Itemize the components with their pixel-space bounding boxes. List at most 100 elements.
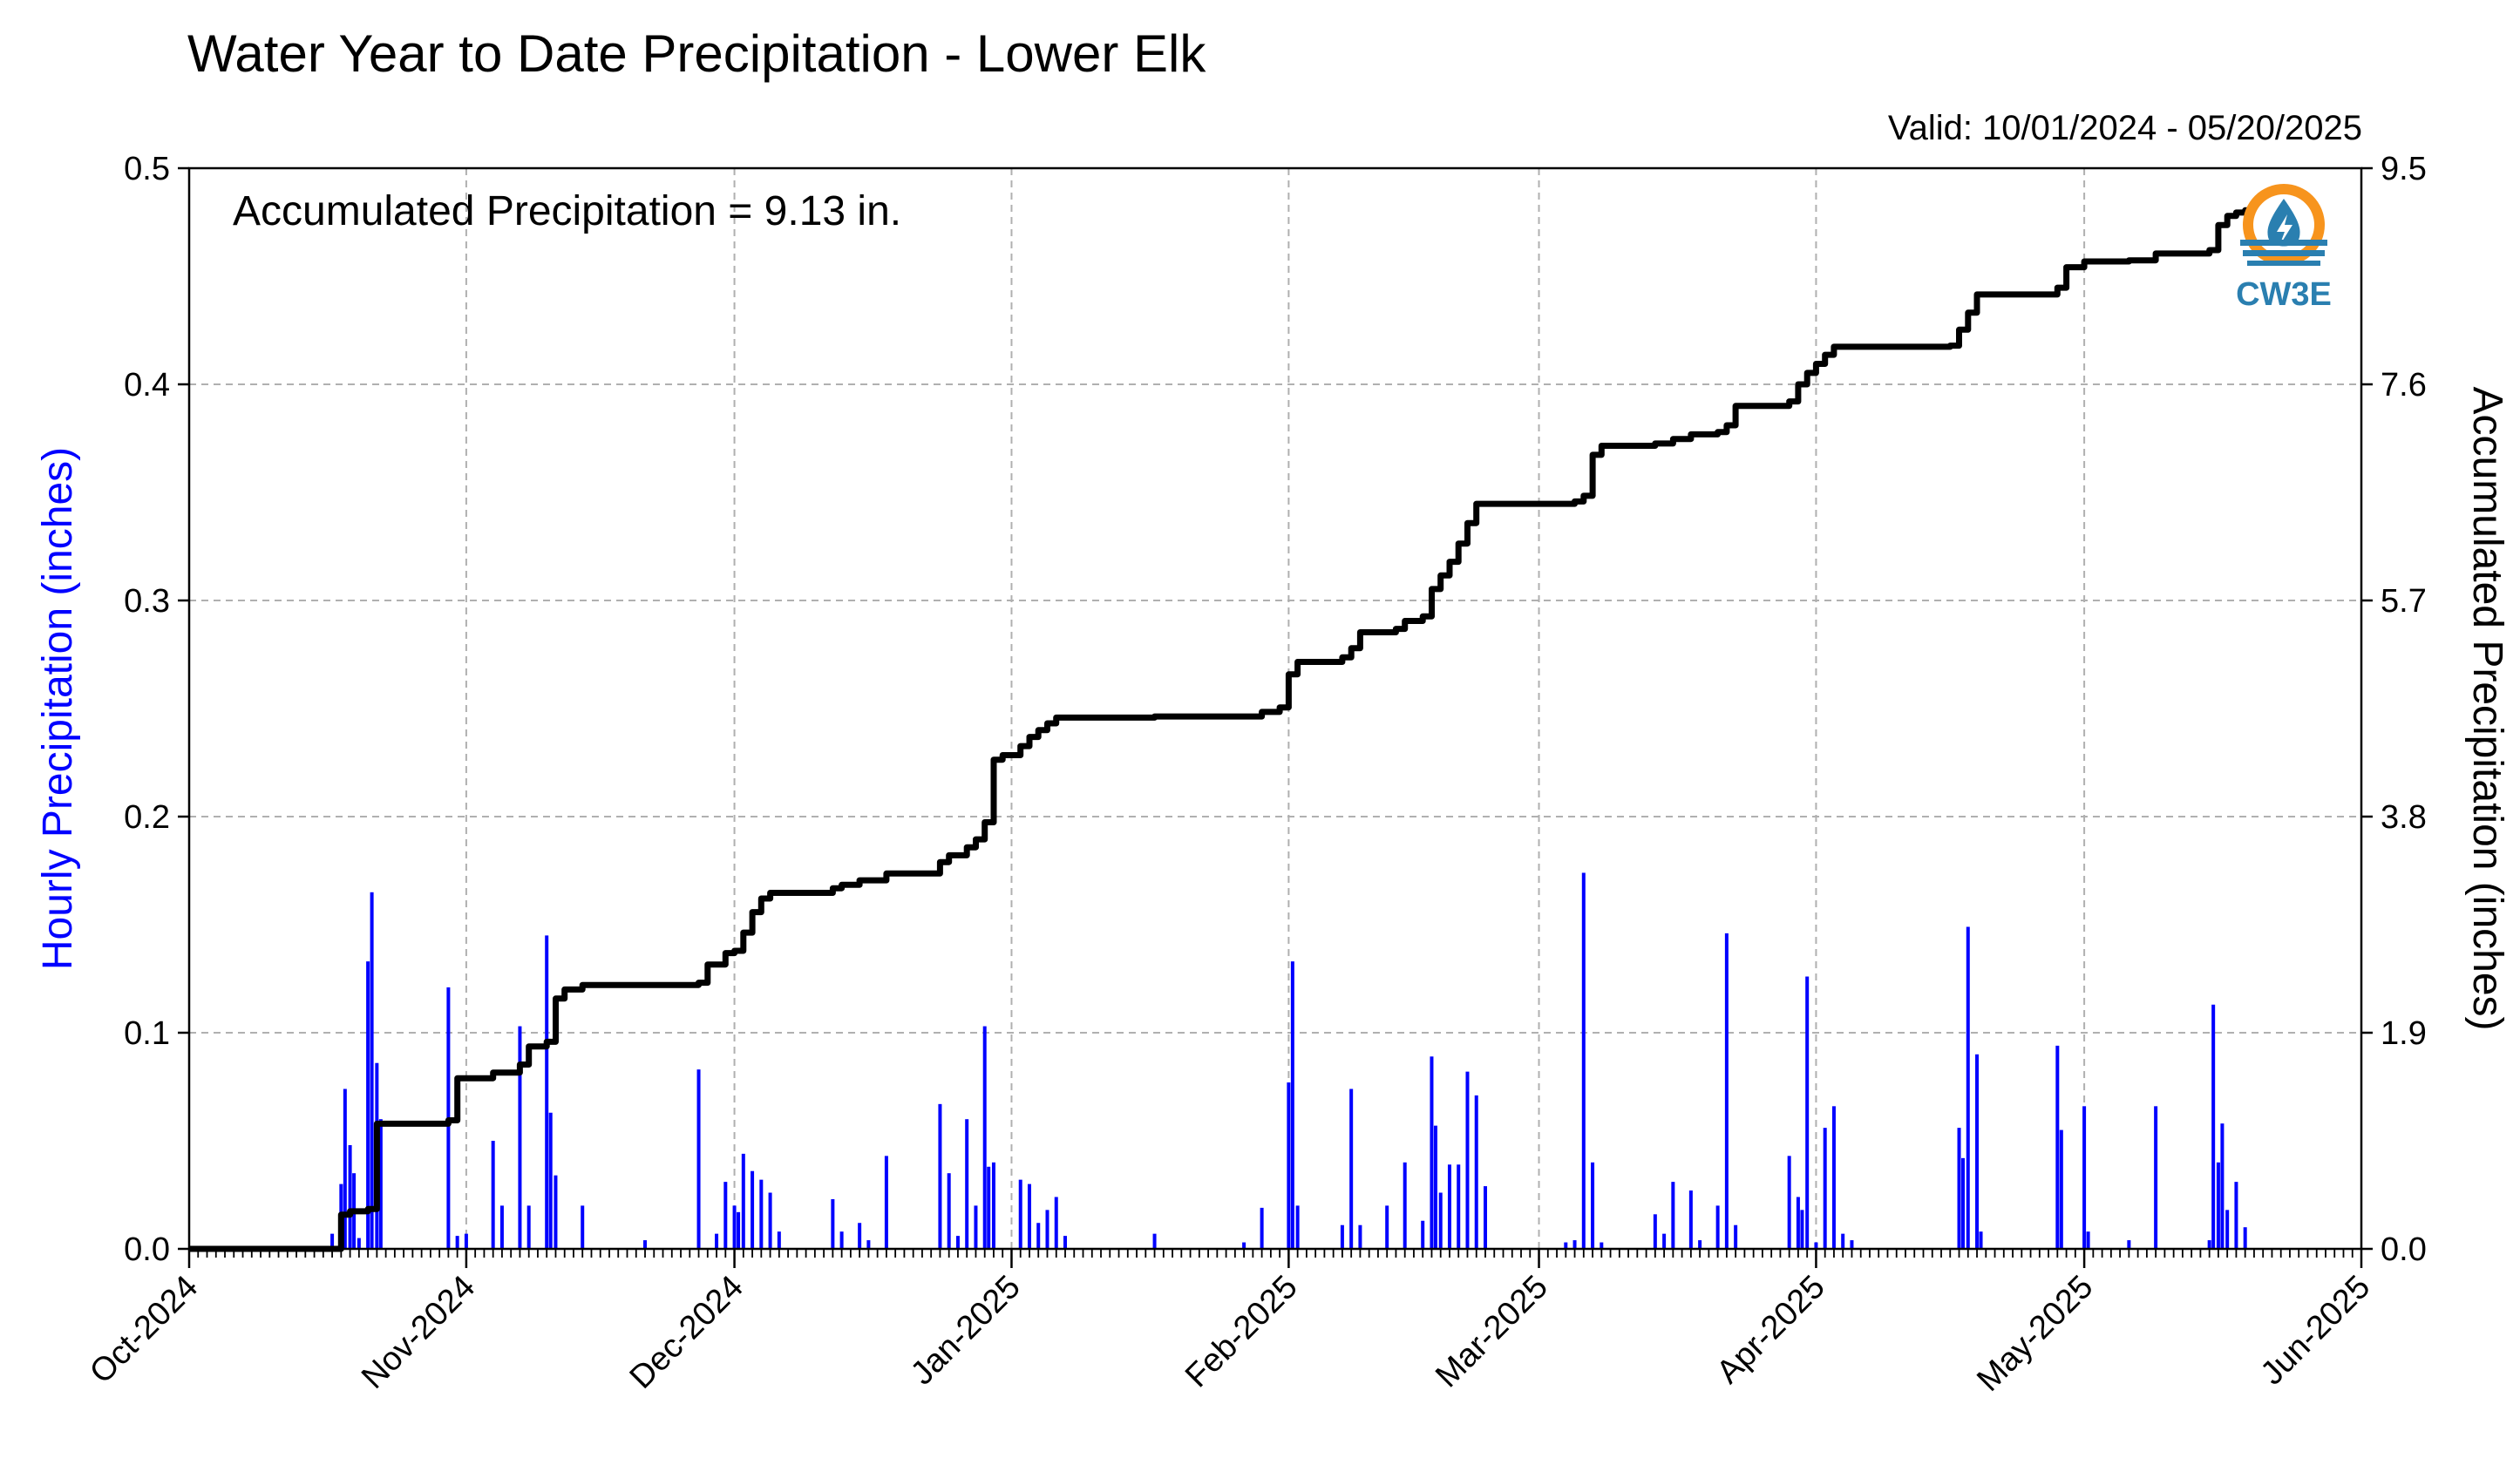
hourly-precip-bar	[1850, 1240, 1854, 1249]
hourly-precip-bar	[1787, 1156, 1791, 1249]
hourly-precip-bar	[455, 1236, 459, 1249]
hourly-precip-bar	[1457, 1164, 1461, 1249]
hourly-precip-bar	[1385, 1205, 1389, 1249]
hourly-precip-bar	[1433, 1125, 1437, 1249]
hourly-precip-bar	[548, 1112, 553, 1249]
hourly-precip-bar	[1800, 1210, 1804, 1249]
hourly-precip-bar	[1961, 1157, 1966, 1249]
hourly-precip-bar	[370, 892, 374, 1249]
hourly-precip-bar	[1290, 961, 1294, 1249]
hourly-precip-bar	[1831, 1106, 1836, 1249]
left-y-tick-label: 0.1	[124, 1015, 170, 1052]
hourly-precip-bar	[2211, 1004, 2216, 1249]
hourly-precip-bar	[1465, 1071, 1470, 1249]
hourly-precip-bar	[545, 935, 549, 1249]
right-y-tick-label: 5.7	[2381, 583, 2427, 620]
hourly-precip-bar	[366, 961, 370, 1249]
hourly-precip-bar	[991, 1162, 995, 1249]
left-y-tick-label: 0.5	[124, 151, 170, 187]
right-y-tick-labels: 0.0 1.9 3.8 5.7 7.6 9.5	[2381, 151, 2427, 1268]
hourly-precip-bar	[858, 1223, 862, 1249]
hourly-precip-bar	[2055, 1045, 2060, 1249]
hourly-precip-bar	[2216, 1162, 2220, 1249]
hourly-precip-bar	[1688, 1190, 1693, 1249]
hourly-precip-bar	[499, 1205, 504, 1249]
hourly-precip-bar	[1715, 1205, 1720, 1249]
hourly-precip-bar	[2059, 1129, 2063, 1249]
hourly-precip-bar	[491, 1141, 495, 1249]
hourly-precip-bar	[1966, 926, 1970, 1249]
axis-ticks	[178, 166, 2373, 1268]
hourly-precip-bar	[947, 1173, 951, 1249]
hourly-precip-bar	[965, 1119, 969, 1249]
hourly-precip-bar	[2086, 1231, 2090, 1249]
hourly-precip-bar	[1662, 1233, 1667, 1249]
hourly-precip-bar	[1295, 1205, 1300, 1249]
hourly-precip-bar	[1841, 1233, 1845, 1249]
hourly-precipitation-bars	[330, 872, 2247, 1249]
hourly-precip-bar	[715, 1233, 719, 1249]
hourly-precip-bar	[1063, 1236, 1068, 1249]
hourly-precip-bar	[554, 1175, 558, 1249]
hourly-precip-bar	[1340, 1224, 1344, 1249]
accumulated-precipitation-line	[189, 207, 2254, 1252]
chart-title: Water Year to Date Precipitation - Lower…	[187, 24, 1206, 83]
left-y-tick-label: 0.2	[124, 799, 170, 836]
hourly-precip-bar	[2154, 1106, 2158, 1249]
hourly-precip-bar	[1572, 1240, 1577, 1249]
hourly-precip-bar	[982, 1026, 987, 1249]
left-y-tick-label: 0.4	[124, 367, 170, 404]
hourly-precip-bar	[2082, 1106, 2087, 1249]
hourly-precip-bar	[987, 1166, 991, 1249]
hourly-precip-bar	[1600, 1242, 1604, 1249]
hourly-precip-bar	[1045, 1210, 1049, 1249]
hourly-precip-bar	[2243, 1227, 2247, 1249]
hourly-precip-bar	[1581, 872, 1586, 1249]
hourly-precip-bar	[1734, 1224, 1738, 1249]
hourly-precip-bar	[1027, 1184, 1031, 1249]
hourly-precip-bar	[1805, 976, 1810, 1249]
hourly-precip-bar	[1349, 1089, 1354, 1249]
hourly-precip-bar	[1814, 1242, 1818, 1249]
left-y-tick-label: 0.0	[124, 1231, 170, 1268]
hourly-precip-bar	[357, 1238, 361, 1249]
hourly-precip-bar	[1591, 1162, 1595, 1249]
right-y-tick-label: 7.6	[2381, 367, 2427, 404]
hourly-precip-bar	[1653, 1214, 1657, 1249]
hourly-precip-bar	[777, 1231, 781, 1249]
hourly-precip-bar	[518, 1026, 522, 1249]
hourly-precip-bar	[1724, 933, 1729, 1249]
hourly-precip-bar	[378, 1119, 383, 1249]
left-y-axis-label: Hourly Precipitation (inches)	[35, 447, 81, 970]
hourly-precip-bar	[526, 1205, 531, 1249]
hourly-precip-bar	[1483, 1186, 1487, 1249]
hourly-precip-bar	[1036, 1223, 1041, 1249]
hourly-precip-bar	[330, 1233, 335, 1249]
hourly-precip-bar	[1018, 1179, 1022, 1249]
hourly-precip-bar	[751, 1170, 755, 1249]
hourly-precip-bar	[343, 1089, 347, 1249]
right-y-axis-label: Accumulated Precipitation (inches)	[2464, 386, 2510, 1030]
hourly-precip-bar	[723, 1182, 728, 1249]
hourly-precip-bar	[1260, 1207, 1264, 1249]
right-y-tick-label: 1.9	[2381, 1015, 2427, 1052]
hourly-precip-bar	[1823, 1128, 1827, 1249]
hourly-precip-bar	[1287, 1082, 1291, 1249]
hourly-precip-bar	[884, 1156, 888, 1249]
hourly-precip-bar	[1152, 1233, 1157, 1249]
hourly-precip-bar	[1421, 1220, 1425, 1249]
hourly-precip-bar	[581, 1205, 585, 1249]
hourly-precip-bar	[643, 1240, 648, 1249]
hourly-precip-bar	[1054, 1197, 1058, 1249]
hourly-precip-bar	[1796, 1197, 1800, 1249]
right-y-tick-label: 9.5	[2381, 151, 2427, 187]
hourly-precip-bar	[2220, 1123, 2225, 1249]
hourly-precip-bar	[1358, 1224, 1362, 1249]
right-y-tick-label: 0.0	[2381, 1231, 2427, 1268]
valid-date-range: Valid: 10/01/2024 - 05/20/2025	[1888, 109, 2362, 147]
hourly-precip-bar	[839, 1231, 844, 1249]
hourly-precip-bar	[1447, 1164, 1451, 1249]
hourly-precip-bar	[696, 1069, 701, 1249]
